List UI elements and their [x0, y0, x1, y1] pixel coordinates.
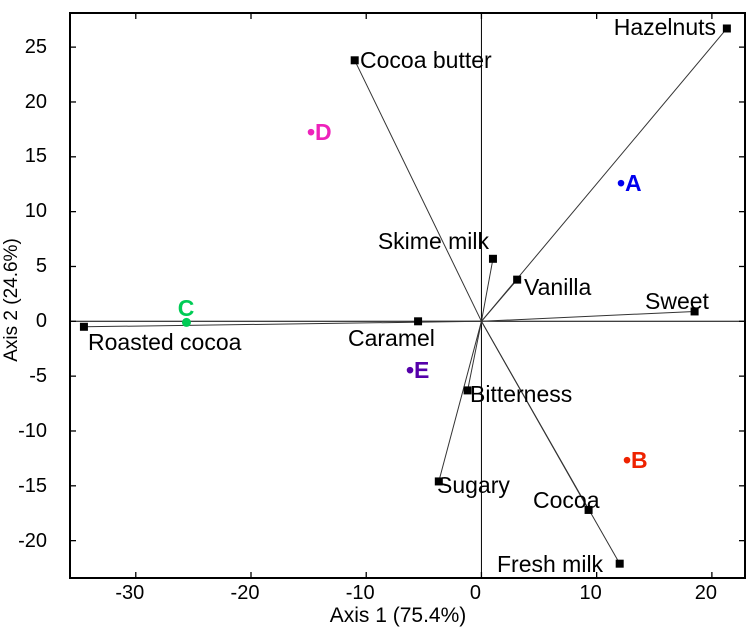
- svg-text:•A: •A: [617, 170, 642, 196]
- svg-text:•D: •D: [307, 119, 332, 145]
- svg-text:Sugary: Sugary: [437, 472, 510, 498]
- svg-text:Vanilla: Vanilla: [524, 274, 592, 300]
- svg-text:-20: -20: [18, 530, 47, 552]
- svg-text:-10: -10: [346, 582, 375, 604]
- svg-text:Hazelnuts: Hazelnuts: [614, 14, 716, 40]
- svg-text:Cocoa: Cocoa: [533, 487, 600, 513]
- svg-text:-5: -5: [29, 365, 47, 387]
- svg-text:Sweet: Sweet: [645, 288, 710, 314]
- svg-text:Roasted cocoa: Roasted cocoa: [88, 329, 242, 355]
- svg-text:Axis 1 (75.4%): Axis 1 (75.4%): [330, 604, 467, 627]
- svg-text:Cocoa butter: Cocoa butter: [360, 47, 492, 73]
- svg-text:-30: -30: [115, 582, 144, 604]
- svg-text:10: 10: [580, 582, 602, 604]
- svg-text:•E: •E: [406, 357, 429, 383]
- svg-text:0: 0: [470, 582, 481, 604]
- svg-text:Axis 2 (24.6%): Axis 2 (24.6%): [1, 238, 22, 362]
- svg-text:25: 25: [25, 36, 47, 58]
- svg-text:-15: -15: [18, 475, 47, 497]
- svg-text:15: 15: [25, 145, 47, 167]
- svg-text:Skime milk: Skime milk: [378, 228, 490, 254]
- svg-text:0: 0: [36, 310, 47, 332]
- svg-text:20: 20: [695, 582, 717, 604]
- svg-text:5: 5: [36, 255, 47, 277]
- svg-text:•B: •B: [623, 447, 648, 473]
- svg-text:-20: -20: [231, 582, 260, 604]
- svg-text:Caramel: Caramel: [348, 325, 435, 351]
- svg-text:C: C: [178, 295, 195, 321]
- svg-text:Bitterness: Bitterness: [470, 381, 572, 407]
- svg-text:10: 10: [25, 200, 47, 222]
- svg-text:-10: -10: [18, 420, 47, 442]
- svg-text:Fresh milk: Fresh milk: [497, 551, 604, 577]
- svg-text:20: 20: [25, 91, 47, 113]
